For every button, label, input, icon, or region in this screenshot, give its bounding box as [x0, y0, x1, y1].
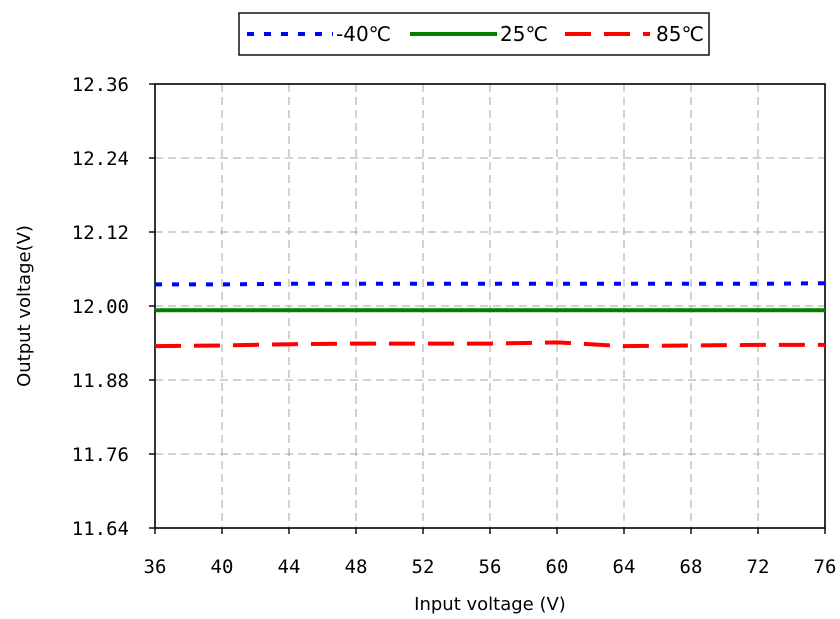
x-tick-label: 48 [345, 556, 368, 578]
x-tick-label: 72 [747, 556, 770, 578]
x-tick-label: 60 [546, 556, 569, 578]
x-tick-label: 56 [479, 556, 502, 578]
x-tick-label: 76 [814, 556, 837, 578]
x-tick-label: 52 [412, 556, 435, 578]
x-tick-label: 64 [613, 556, 636, 578]
series-line-85c [154, 340, 825, 349]
x-tick-label: 40 [211, 556, 234, 578]
y-tick-label: 11.64 [72, 518, 129, 540]
y-tick-label: 12.00 [72, 296, 129, 318]
y-tick-label: 11.88 [72, 370, 129, 392]
x-tick-label: 44 [278, 556, 301, 578]
legend-label-25c: 25℃ [500, 22, 548, 46]
x-axis-ticks: 36 40 44 48 52 56 60 64 68 72 76 [144, 528, 837, 578]
y-tick-label: 12.36 [72, 74, 129, 96]
x-tick-label: 68 [680, 556, 703, 578]
series-lines [154, 281, 826, 349]
y-tick-label: 12.12 [72, 222, 129, 244]
legend: -40℃ 25℃ 85℃ [238, 12, 710, 56]
y-axis-title: Output voltage(V) [14, 225, 35, 387]
grid [155, 84, 825, 528]
legend-label-minus40c: -40℃ [336, 22, 391, 46]
x-axis-title: Input voltage (V) [414, 594, 566, 615]
x-tick-label: 36 [144, 556, 167, 578]
y-axis-ticks: 12.36 12.24 12.12 12.00 11.88 11.76 11.64 [72, 74, 155, 540]
legend-label-85c: 85℃ [656, 22, 704, 46]
y-tick-label: 12.24 [72, 148, 129, 170]
y-tick-label: 11.76 [72, 444, 129, 466]
